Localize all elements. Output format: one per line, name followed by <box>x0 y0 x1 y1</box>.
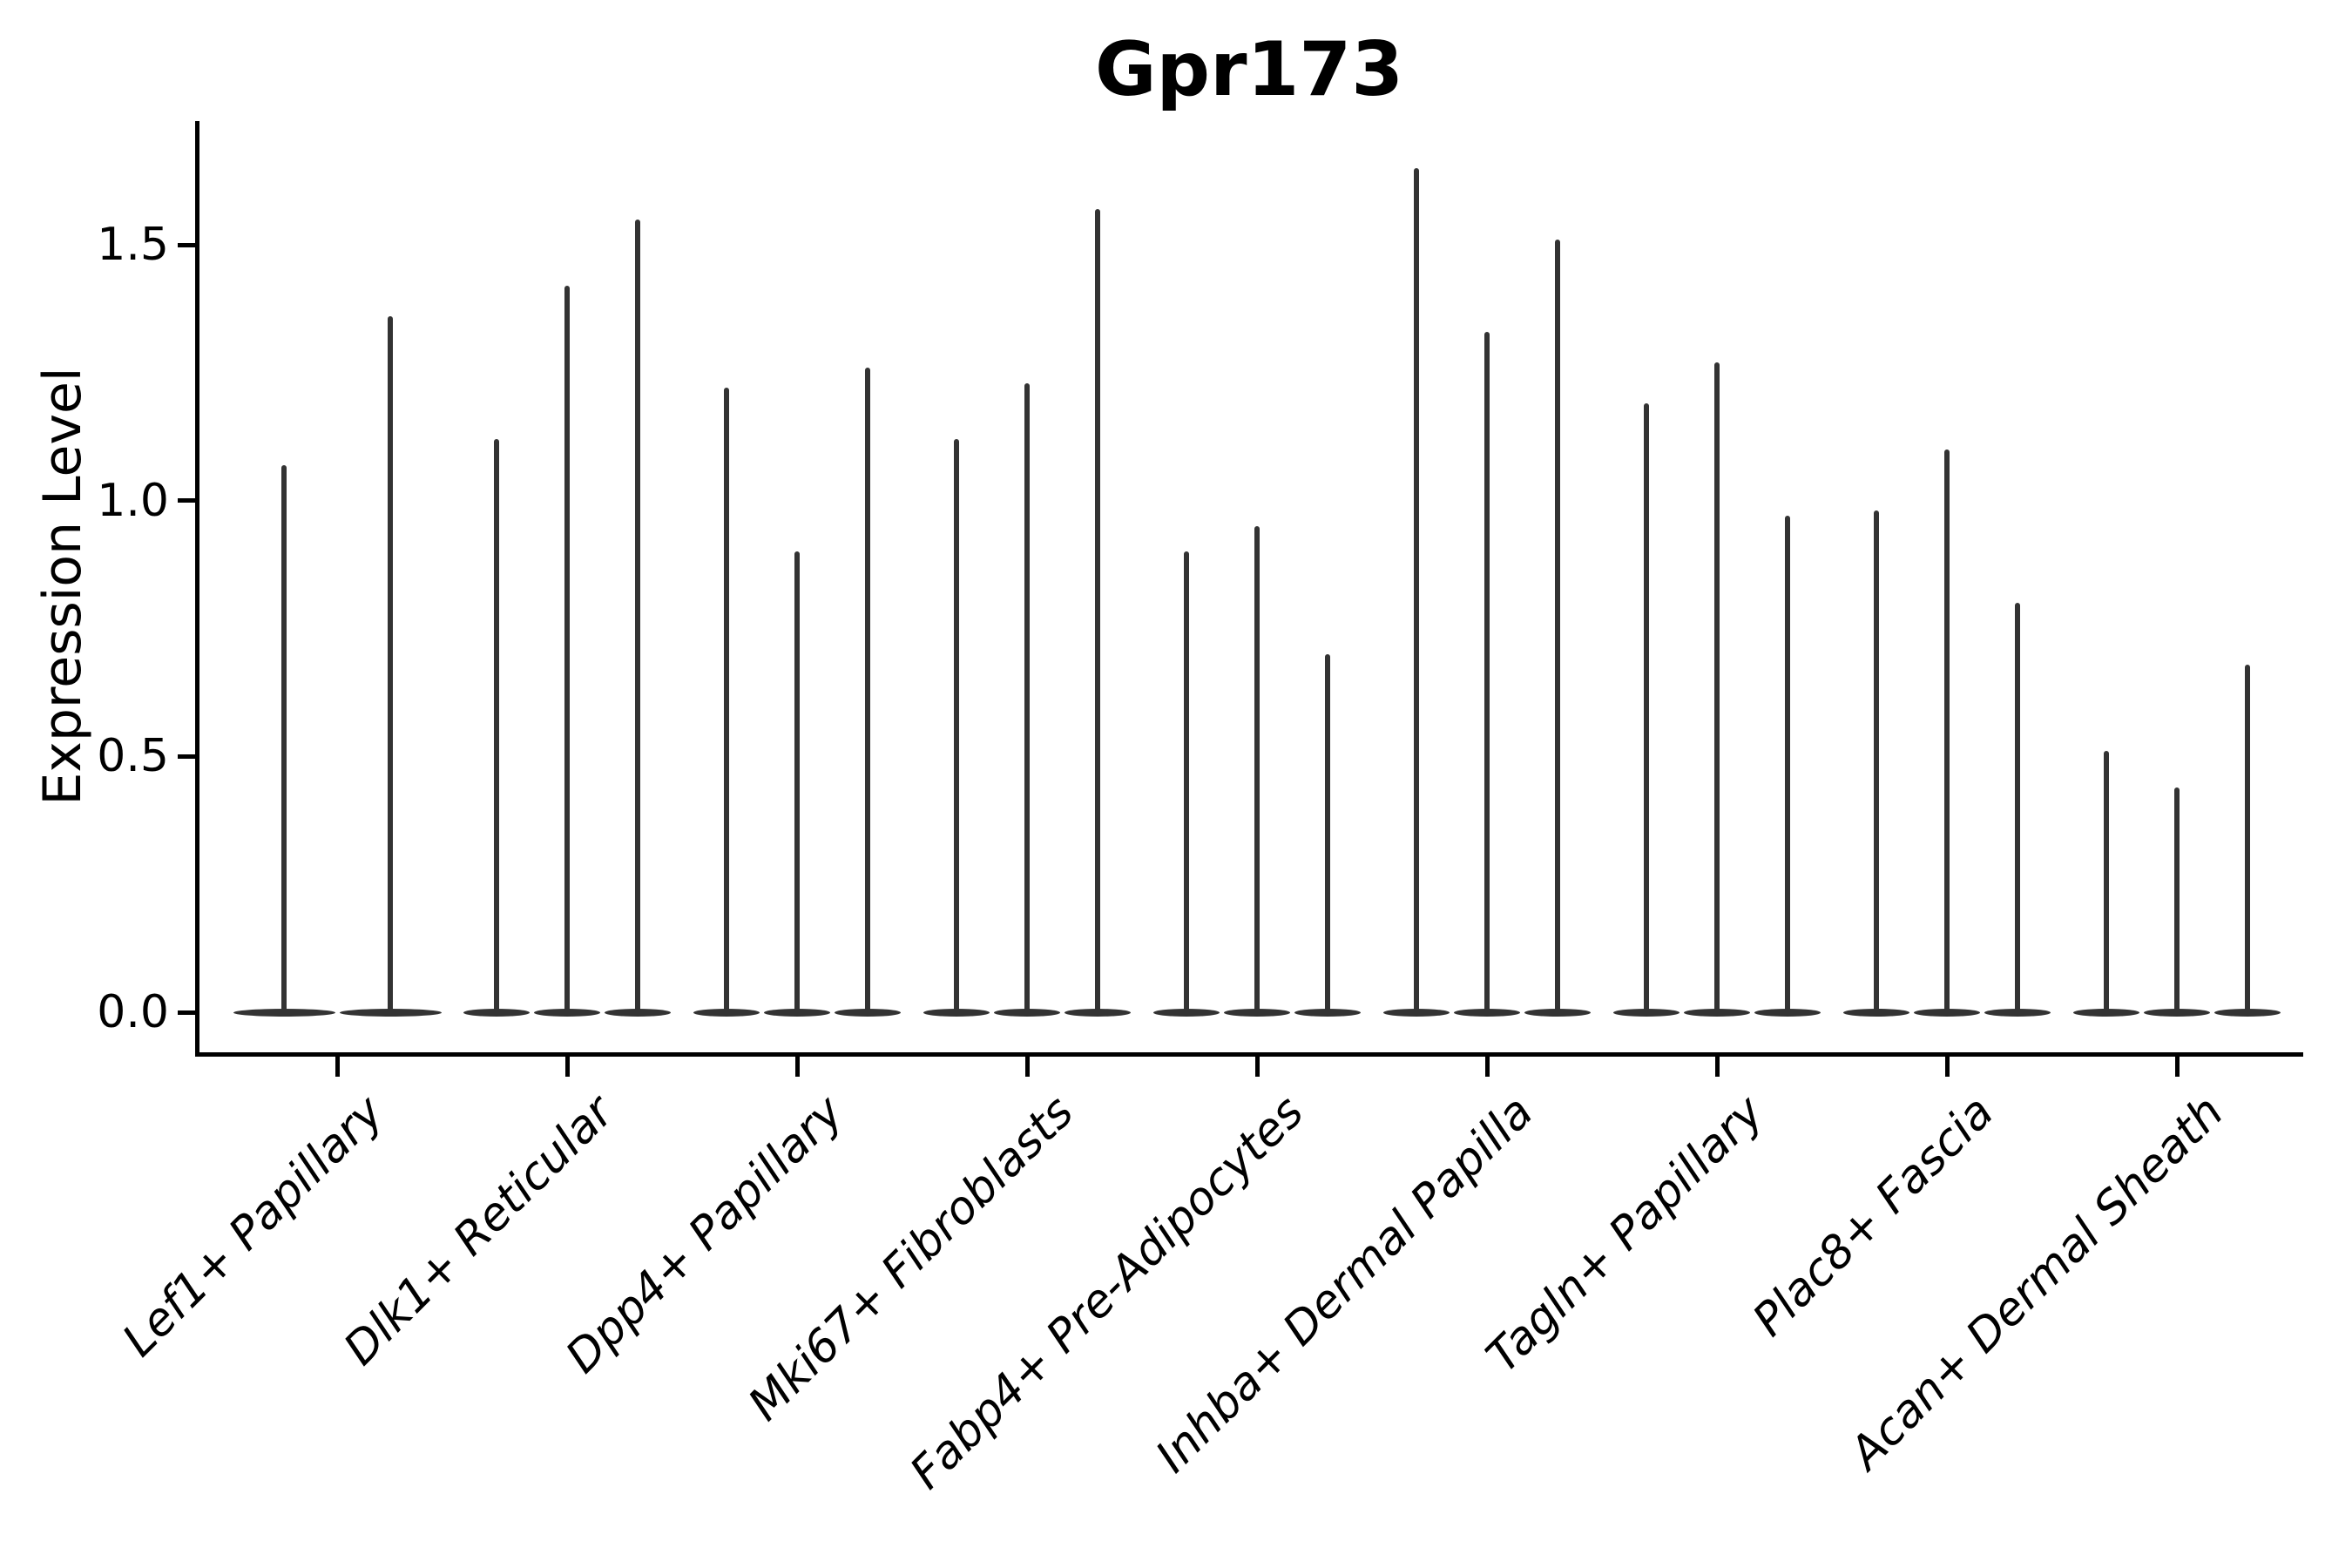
violin-spike <box>1555 240 1561 1012</box>
violin-body-baseline <box>1612 1008 1680 1017</box>
x-tick-mark <box>794 1057 800 1077</box>
violin-spike <box>1785 516 1791 1012</box>
violin-spike <box>723 388 729 1012</box>
x-tick-mark <box>1484 1057 1490 1077</box>
x-tick-label-text: Acan+ Dermal Sheath <box>1840 1085 2234 1480</box>
violin-spike <box>493 439 499 1012</box>
x-tick-mark <box>1714 1057 1720 1077</box>
violin-body-baseline <box>1754 1008 1821 1017</box>
violin-body-baseline <box>1382 1008 1450 1017</box>
x-tick-label-text: Fabp4+ Pre-Adipocytes <box>900 1085 1315 1500</box>
x-tick-mark <box>2174 1057 2180 1077</box>
y-tick-label: 0.5 <box>97 730 169 783</box>
y-tick-mark <box>178 242 195 247</box>
violin-body-baseline <box>2072 1008 2139 1017</box>
violin-spike <box>2015 603 2021 1012</box>
violin-body-baseline <box>2143 1008 2211 1017</box>
violin-spike <box>1095 208 1101 1012</box>
violin-body-baseline <box>605 1008 672 1017</box>
violin-body-baseline <box>1064 1008 1132 1017</box>
violin-spike <box>564 286 570 1012</box>
violin-body-baseline <box>993 1008 1061 1017</box>
x-tick-mark <box>1254 1057 1260 1077</box>
x-tick-label-text: Plac8+ Fascia <box>1742 1085 2004 1347</box>
violin-body-baseline <box>2214 1008 2281 1017</box>
violin-body-baseline <box>763 1008 831 1017</box>
violin-body-baseline <box>1524 1008 1592 1017</box>
violin-spike <box>2103 751 2109 1012</box>
x-tick-mark <box>335 1057 340 1077</box>
y-tick-label: 0.0 <box>97 986 169 1038</box>
x-tick-label-text: Inhba+ Dermal Papilla <box>1146 1085 1544 1484</box>
violin-spike <box>1873 510 1879 1012</box>
y-tick-label: 1.0 <box>97 474 169 527</box>
violin-spike <box>2245 664 2251 1012</box>
violin-spike <box>1484 331 1490 1012</box>
violin-spike <box>1183 551 1189 1012</box>
violin-spike <box>1254 526 1260 1012</box>
violin-spike <box>388 316 393 1012</box>
x-tick-mark <box>1944 1057 1950 1077</box>
violin-spike <box>281 464 287 1012</box>
violin-body-baseline <box>533 1008 601 1017</box>
y-tick-label: 1.5 <box>97 219 169 272</box>
violin-spike <box>1714 362 1720 1012</box>
violin-body-baseline <box>1913 1008 1981 1017</box>
violin-body-baseline <box>1842 1008 1909 1017</box>
violin-body-baseline <box>1294 1008 1362 1017</box>
violin-body-baseline <box>835 1008 902 1017</box>
violin-body-baseline <box>233 1008 335 1017</box>
violin-spike <box>1643 403 1649 1012</box>
y-tick-mark <box>178 754 195 759</box>
x-tick-mark <box>1024 1057 1030 1077</box>
violin-spike <box>1325 653 1331 1012</box>
y-axis-spine <box>195 121 199 1057</box>
violin-spike <box>1024 382 1030 1012</box>
violin-spike <box>794 551 800 1012</box>
y-tick-mark <box>178 1010 195 1015</box>
violin-body-baseline <box>1683 1008 1751 1017</box>
violin-spike <box>1413 167 1419 1012</box>
violin-body-baseline <box>693 1008 760 1017</box>
x-tick-mark <box>564 1057 570 1077</box>
violin-body-baseline <box>1223 1008 1291 1017</box>
x-axis-spine <box>195 1052 2303 1057</box>
violin-spike <box>2174 787 2180 1012</box>
violin-spike <box>953 439 959 1012</box>
violin-body-baseline <box>1453 1008 1521 1017</box>
violin-spike <box>1944 449 1950 1012</box>
violin-body-baseline <box>339 1008 442 1017</box>
violin-body-baseline <box>923 1008 990 1017</box>
chart-title: Gpr173 <box>1094 26 1404 113</box>
y-tick-mark <box>178 498 195 504</box>
violin-body-baseline <box>1984 1008 2051 1017</box>
violin-body-baseline <box>1152 1008 1220 1017</box>
violin-body-baseline <box>463 1008 530 1017</box>
violin-spike <box>865 368 871 1012</box>
violin-spike <box>635 219 641 1012</box>
